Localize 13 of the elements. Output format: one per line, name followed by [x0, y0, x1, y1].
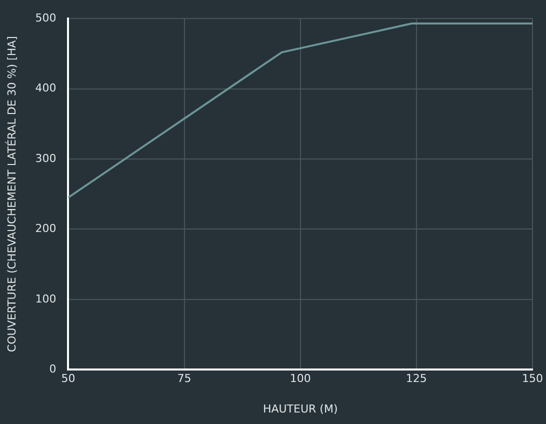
x-axis-title: HAUTEUR (M): [262, 402, 338, 416]
x-tick-label: 150: [522, 372, 543, 386]
y-axis-title: COUVERTURE (CHEVAUCHEMENT LATÉRAL DE 30 %) [HA]: [4, 36, 18, 352]
y-tick-label: 200: [35, 222, 56, 236]
x-tick-label: 125: [406, 372, 427, 386]
y-tick-label: 400: [35, 82, 56, 95]
y-tick-label: 500: [35, 11, 56, 24]
y-tick-label: 300: [35, 152, 56, 165]
x-tick-label: 50: [61, 372, 76, 386]
y-tick-label: 100: [35, 292, 56, 306]
y-tick-label: 0: [49, 362, 56, 376]
x-tick-label: 100: [290, 372, 311, 386]
x-tick-label: 75: [177, 372, 192, 386]
